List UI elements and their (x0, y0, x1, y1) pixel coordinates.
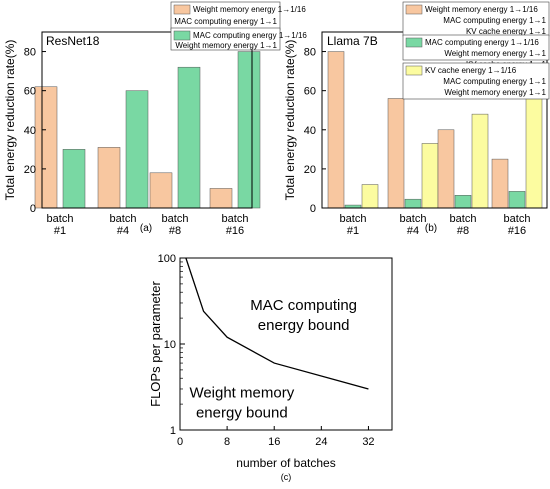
bar (149, 172, 173, 209)
bar (525, 90, 543, 209)
legend-swatch (173, 4, 191, 15)
bar (421, 143, 439, 209)
x-tick-label: batch (504, 213, 531, 225)
y-tick-label: 80 (304, 47, 316, 59)
legend-label: KV cache energy 1→1/16 (425, 66, 517, 75)
legend-swatch (405, 4, 423, 15)
region-annotation: energy bound (258, 317, 350, 334)
legend-label: MAC computing energy 1→1 (174, 17, 277, 26)
legend-label: MAC computing energy 1→1 (443, 16, 546, 25)
y-axis-label: FLOPs per parameter (148, 280, 163, 406)
bar (209, 188, 233, 209)
x-tick-label: 8 (224, 436, 230, 448)
legend-label: KV cache energy 1→1 (466, 27, 547, 36)
legend-background (170, 27, 281, 51)
x-tick-label: batch (450, 213, 477, 225)
y-tick-label: 100 (158, 253, 176, 265)
bar (454, 195, 472, 209)
x-tick-label: batch (222, 213, 249, 225)
region-annotation: energy bound (196, 404, 288, 421)
bar (508, 191, 526, 209)
x-tick-label: 32 (362, 436, 374, 448)
plot-frame (41, 31, 253, 209)
legend-label: MAC computing energy 1→1 (443, 77, 546, 86)
bar (387, 98, 405, 209)
legend-swatch (405, 37, 423, 48)
y-axis-label: Total energy reduction rate(%) (3, 40, 17, 201)
x-tick-label: #4 (117, 225, 129, 237)
bar (491, 158, 509, 209)
x-tick-label: #8 (169, 225, 181, 237)
bar (125, 90, 149, 209)
legend-background (402, 62, 550, 100)
legend-box: KV cache energy 1→1/16 MAC computing ener… (402, 62, 550, 100)
y-tick-label: 20 (304, 164, 316, 176)
bar (97, 147, 121, 209)
x-tick-label: batch (400, 213, 427, 225)
legend-swatch (173, 30, 191, 41)
legend-label: Weight memory energy 1→1/16 (425, 5, 538, 14)
x-tick-label: batch (340, 213, 367, 225)
y-tick-label: 10 (164, 339, 176, 351)
legend-label: Weight memory energy 1→1/16 (193, 5, 306, 14)
region-annotation: Weight memory (189, 384, 294, 401)
y-tick-label: 0 (310, 203, 316, 215)
bar (437, 129, 455, 209)
panel-c: 0 8 16 24 32 1 10 100 number of batches FLOPs per… (148, 253, 393, 482)
bar (237, 51, 261, 209)
panel-label: (b) (425, 223, 437, 234)
y-tick-label: 0 (30, 203, 36, 215)
bar (177, 66, 201, 209)
legend-label: Weight memory energy 1→1 (444, 49, 546, 58)
series-line (185, 257, 369, 390)
bar (327, 51, 345, 209)
legend-background (402, 34, 550, 61)
legend-swatch (405, 65, 423, 76)
x-tick-label: 0 (177, 436, 183, 448)
x-tick-label: batch (47, 213, 74, 225)
y-axis-label: Total energy reduction rate(%) (283, 40, 297, 201)
x-tick-label: batch (110, 213, 137, 225)
panel-b: batch#1batch#4batch#8batch#16020406080To… (283, 1, 550, 237)
bar (361, 184, 379, 209)
legend-box: Weight memory energy 1→1/16 MAC computing… (170, 1, 306, 31)
legend-label: Weight memory energy 1→1 (175, 41, 277, 50)
x-tick-label: #1 (347, 225, 359, 237)
x-tick-label: #8 (457, 225, 469, 237)
legend-label: MAC computing energy 1→1/16 (425, 38, 539, 47)
y-tick-label: 60 (304, 86, 316, 98)
y-tick-label: 60 (24, 86, 36, 98)
x-axis-label: number of batches (236, 456, 335, 470)
bar (471, 113, 489, 209)
model-label: ResNet18 (46, 34, 100, 48)
y-tick-label: 1 (170, 425, 176, 437)
y-tick-label: 40 (304, 125, 316, 137)
x-tick-label: #4 (407, 225, 419, 237)
legend-box: MAC computing energy 1→1/16 Weight memory… (402, 34, 550, 69)
y-tick-label: 20 (24, 164, 36, 176)
bar (62, 149, 86, 209)
panel-label: (c) (281, 472, 292, 482)
x-tick-label: #1 (54, 225, 66, 237)
model-label: Llama 7B (327, 34, 378, 48)
legend-label: MAC computing energy 1→1/16 (193, 31, 307, 40)
legend-label: Weight memory energy 1→1 (444, 88, 546, 97)
legend-background (402, 1, 550, 37)
x-tick-label: #16 (226, 225, 244, 237)
x-tick-label: 16 (268, 436, 280, 448)
y-tick-label: 80 (24, 47, 36, 59)
x-tick-label: batch (162, 213, 189, 225)
bar (34, 86, 58, 209)
panel-a: batch#1batch#4batch#8batch#16020406080To… (3, 1, 307, 237)
x-tick-label: 24 (315, 436, 327, 448)
region-annotation: MAC computing (250, 297, 357, 314)
bar (404, 198, 422, 209)
x-tick-label: #16 (508, 225, 526, 237)
legend-box: Weight memory energy 1→1/16 MAC computing… (402, 1, 550, 37)
panel-label: (a) (140, 223, 152, 234)
y-tick-label: 40 (24, 125, 36, 137)
